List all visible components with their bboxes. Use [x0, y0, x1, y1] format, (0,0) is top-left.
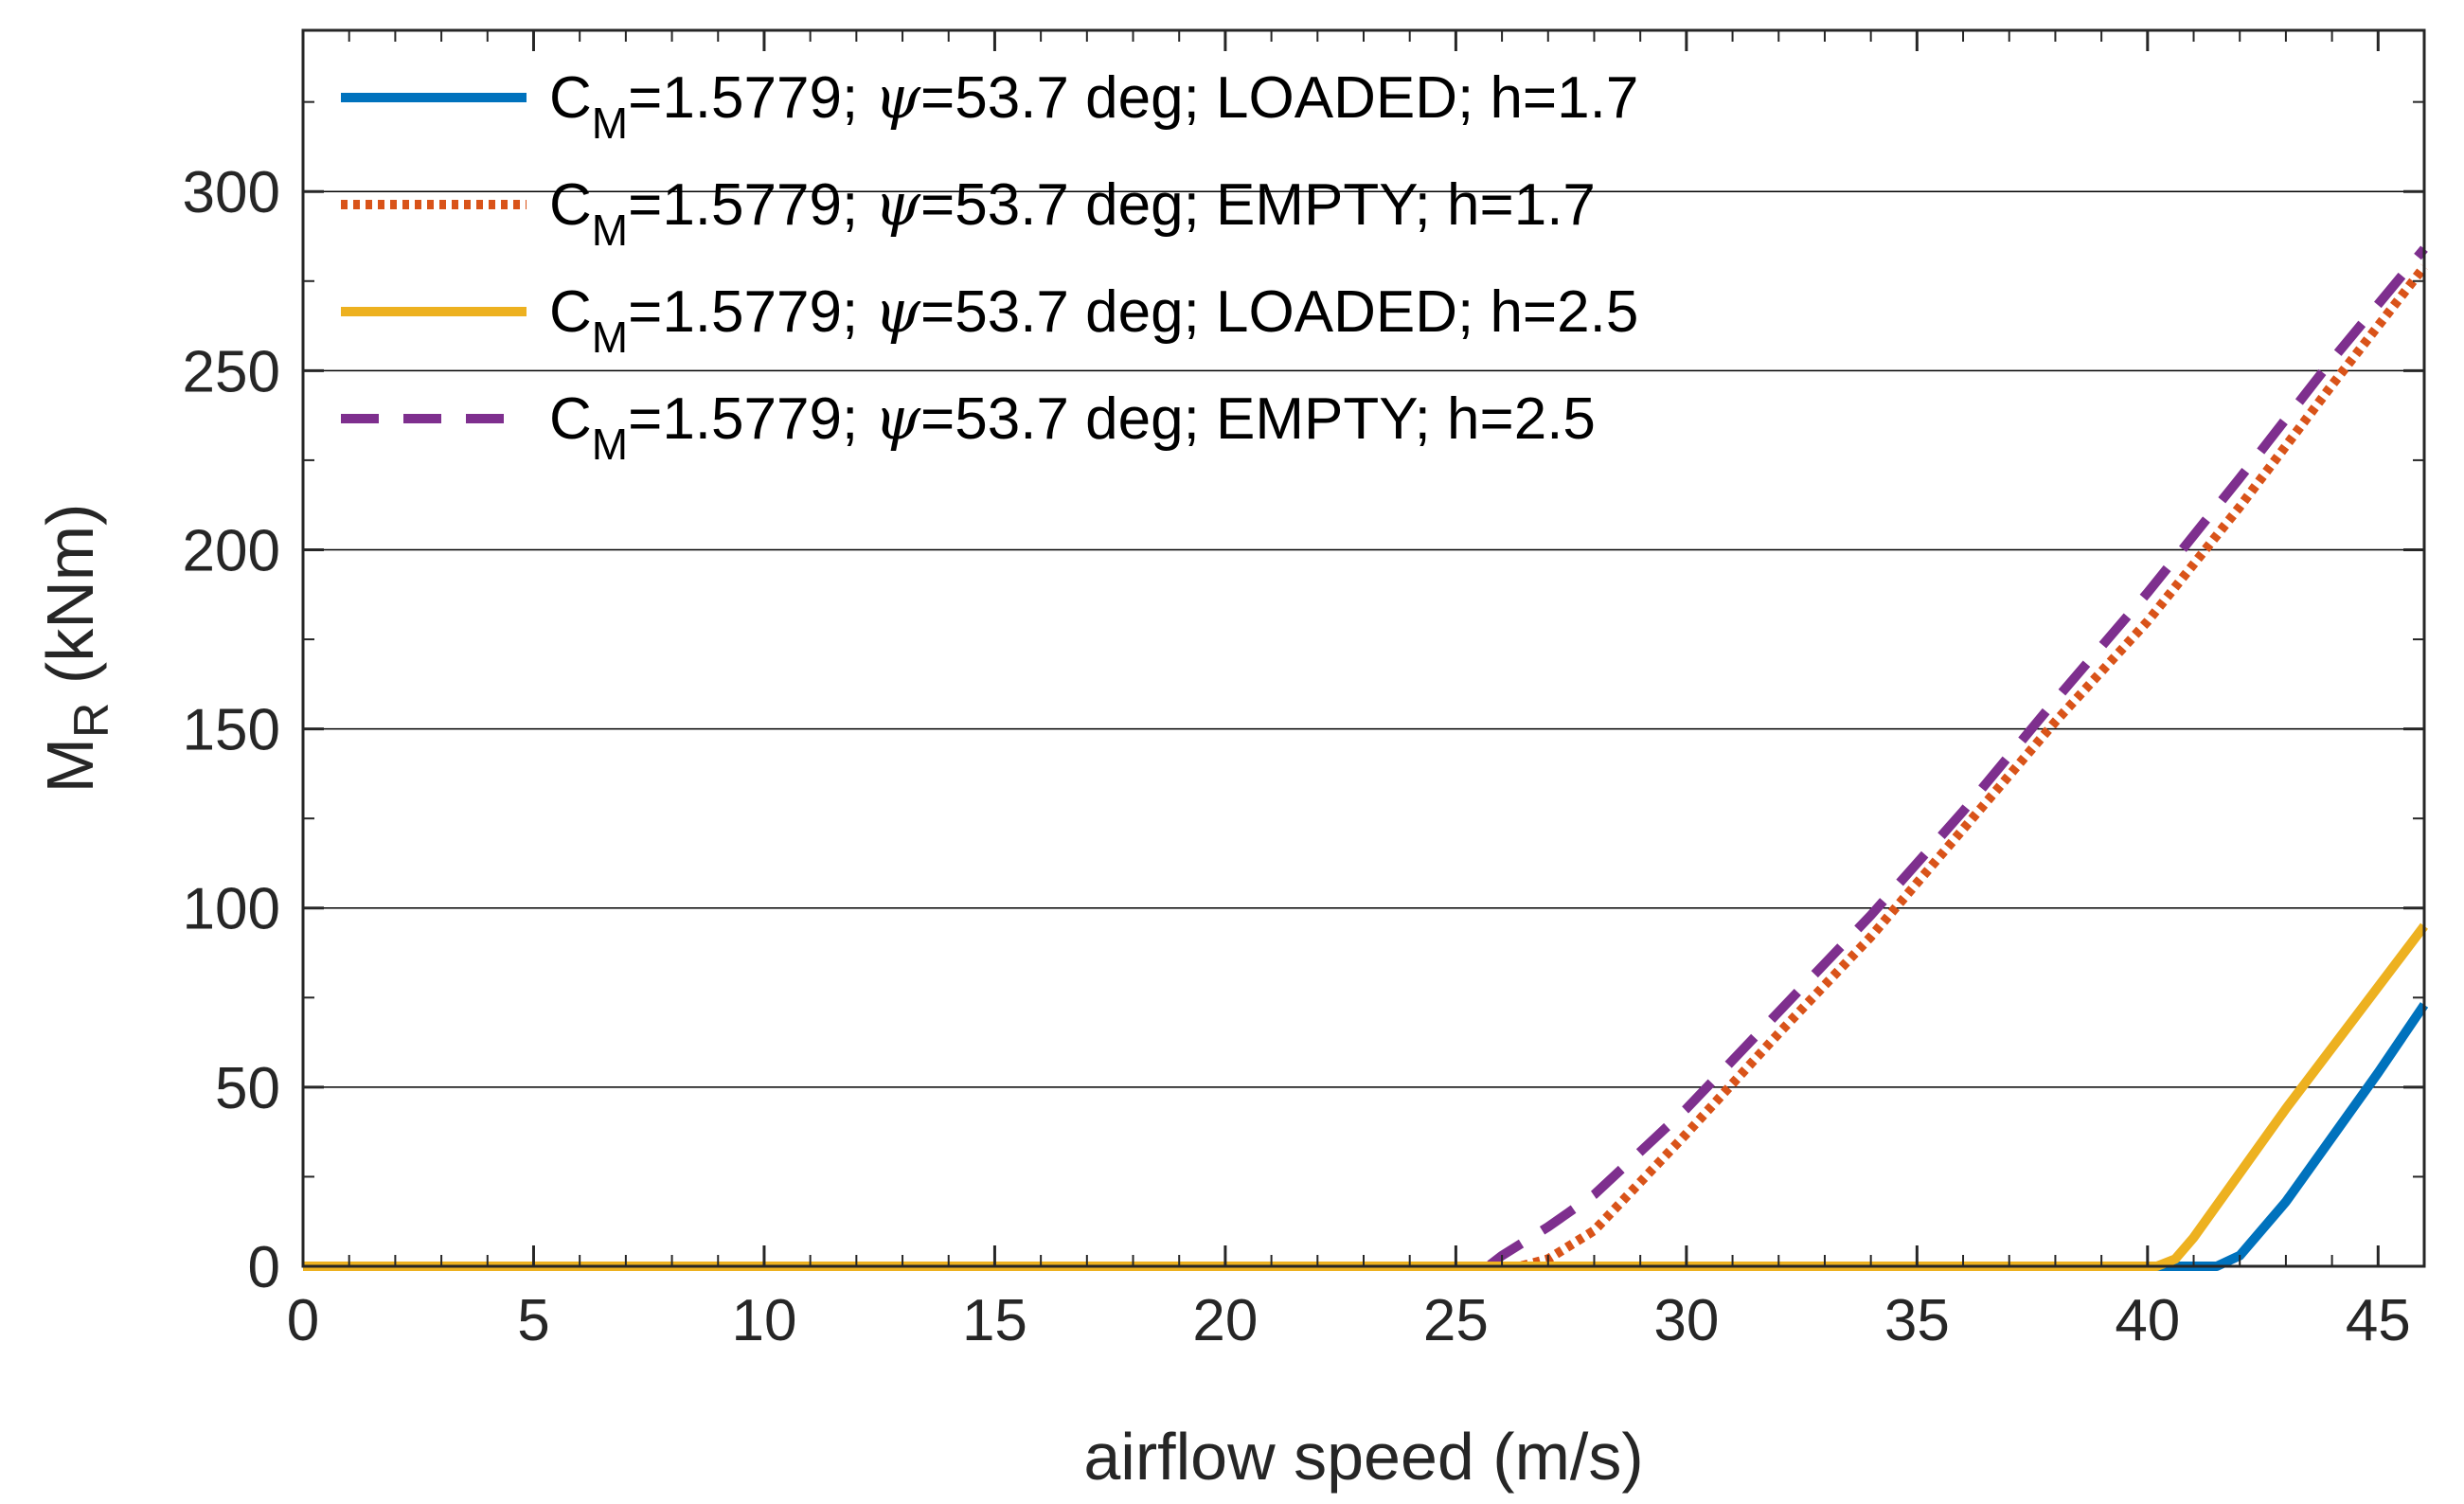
legend-label-series-2: CM=1.5779; ψ=53.7 deg; LOADED; h=2.5 — [549, 277, 1638, 362]
y-tick-label-250: 250 — [183, 339, 280, 404]
series-line-3 — [303, 245, 2428, 1271]
y-axis-label-main: M — [33, 738, 107, 793]
y-axis-label-unit: (kNm) — [33, 504, 107, 703]
y-tick-label-0: 0 — [248, 1235, 280, 1300]
x-tick-label-20: 20 — [1192, 1288, 1258, 1353]
legend-label-series-0: CM=1.5779; ψ=53.7 deg; LOADED; h=1.7 — [549, 63, 1638, 148]
axis-ticks: 0 50 100 150 200 250 300 0 5 10 15 20 25 30 35 40 45 — [183, 30, 2424, 1353]
y-tick-label-50: 50 — [215, 1056, 280, 1121]
y-tick-label-150: 150 — [183, 698, 280, 763]
x-tick-label-10: 10 — [731, 1288, 796, 1353]
x-tick-label-40: 40 — [2115, 1288, 2180, 1353]
x-axis-label: airflow speed (m/s) — [1083, 1420, 1643, 1494]
y-axis-label: MR (kNm) — [33, 504, 119, 794]
y-tick-label-300: 300 — [183, 160, 280, 225]
x-tick-label-15: 15 — [962, 1288, 1027, 1353]
y-tick-label-100: 100 — [183, 877, 280, 942]
x-tick-label-5: 5 — [517, 1288, 549, 1353]
legend-label-series-1: CM=1.5779; ψ=53.7 deg; EMPTY; h=1.7 — [549, 170, 1596, 255]
grid-lines — [303, 190, 2424, 1088]
legend-label-series-3: CM=1.5779; ψ=53.7 deg; EMPTY; h=2.5 — [549, 384, 1596, 469]
x-tick-label-25: 25 — [1423, 1288, 1489, 1353]
series-line-2 — [303, 922, 2428, 1271]
x-tick-label-30: 30 — [1653, 1288, 1719, 1353]
x-tick-label-35: 35 — [1884, 1288, 1950, 1353]
x-tick-label-0: 0 — [287, 1288, 319, 1353]
x-tick-label-45: 45 — [2346, 1288, 2411, 1353]
legend: CM=1.5779; ψ=53.7 deg; LOADED; h=1.7 CM=… — [341, 63, 1638, 469]
y-axis-label-subscript: R — [64, 703, 119, 739]
y-tick-label-200: 200 — [183, 518, 280, 583]
